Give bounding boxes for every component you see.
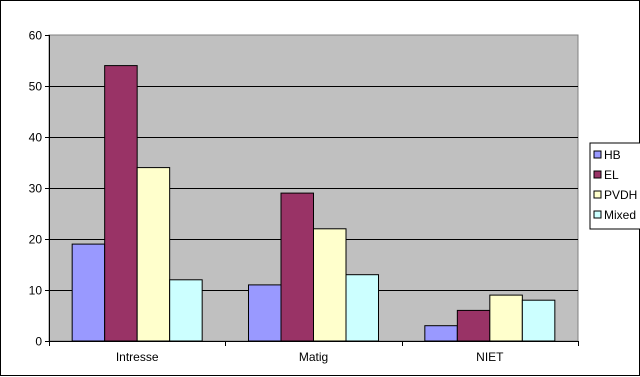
legend-label-mixed: Mixed [604, 208, 636, 222]
x-category-label: Matig [299, 350, 328, 364]
legend-swatch-el [593, 170, 602, 179]
x-category-label: NIET [476, 350, 504, 364]
y-tick-label: 50 [29, 80, 43, 94]
bar-el-niet [456, 309, 491, 342]
y-tick-label: 0 [35, 335, 42, 349]
bar-pvdh-intresse [136, 167, 171, 342]
y-tick-label: 20 [29, 233, 43, 247]
y-tick-label: 40 [29, 131, 43, 145]
legend-label-el: EL [604, 168, 619, 182]
bar-mixed-niet [521, 299, 556, 342]
legend: HB EL PVDH Mixed [589, 142, 640, 230]
legend-swatch-mixed [593, 210, 602, 219]
bars [71, 65, 556, 342]
y-tick-label: 10 [29, 284, 43, 298]
bar-hb-intresse [71, 243, 106, 342]
legend-swatch-hb [593, 150, 602, 159]
bar-mixed-matig [345, 274, 379, 342]
axes: 0 10 20 30 40 50 60 Intresse Matig NIET [29, 29, 579, 364]
legend-swatch-pvdh [593, 190, 602, 199]
legend-label-pvdh: PVDH [604, 188, 637, 202]
bar-mixed-intresse [169, 279, 203, 342]
legend-label-hb: HB [604, 148, 621, 162]
y-tick-label: 30 [29, 182, 43, 196]
bar-el-intresse [104, 65, 138, 342]
bar-hb-niet [424, 325, 458, 342]
bar-hb-matig [248, 284, 282, 342]
y-tick-label: 60 [29, 29, 43, 43]
bar-pvdh-niet [489, 294, 523, 342]
x-category-label: Intresse [116, 350, 159, 364]
bar-pvdh-matig [313, 228, 347, 342]
bar-el-matig [280, 192, 314, 342]
